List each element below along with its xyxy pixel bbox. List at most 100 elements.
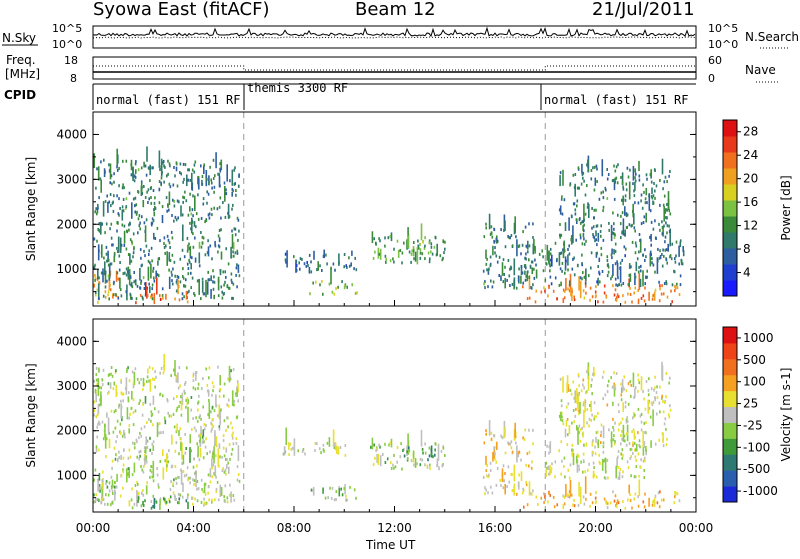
data-cell bbox=[310, 270, 313, 274]
data-cell bbox=[620, 442, 622, 446]
data-cell bbox=[615, 298, 618, 302]
data-cell bbox=[113, 446, 116, 450]
data-cell bbox=[154, 205, 156, 209]
data-cell bbox=[563, 496, 566, 499]
data-cell bbox=[412, 450, 415, 459]
data-cell bbox=[570, 238, 572, 242]
colorbar-swatch bbox=[723, 327, 737, 344]
data-cell bbox=[178, 497, 181, 501]
data-cell bbox=[97, 228, 99, 231]
data-cell bbox=[173, 204, 176, 208]
data-cell bbox=[556, 259, 558, 263]
data-cell bbox=[545, 469, 547, 478]
data-cell bbox=[209, 165, 211, 169]
data-cell bbox=[617, 403, 620, 407]
data-cell bbox=[119, 430, 121, 434]
data-cell bbox=[634, 241, 637, 245]
data-cell bbox=[590, 384, 593, 387]
data-cell bbox=[674, 495, 676, 499]
data-cell bbox=[189, 481, 191, 485]
data-cell bbox=[625, 443, 628, 447]
data-cell bbox=[317, 261, 319, 271]
data-cell bbox=[219, 484, 222, 497]
data-cell bbox=[346, 266, 348, 269]
data-cell bbox=[152, 440, 155, 444]
data-cell bbox=[306, 261, 308, 264]
data-cell bbox=[116, 419, 119, 423]
data-cell bbox=[190, 286, 192, 290]
data-cell bbox=[645, 188, 648, 196]
data-cell bbox=[581, 253, 583, 257]
data-cell bbox=[582, 459, 585, 463]
data-cell bbox=[586, 370, 588, 374]
data-cell bbox=[96, 167, 98, 171]
data-cell bbox=[299, 257, 302, 261]
data-cell bbox=[215, 152, 217, 169]
data-cell bbox=[620, 398, 623, 402]
data-cell bbox=[192, 478, 194, 482]
data-cell bbox=[344, 484, 346, 495]
data-cell bbox=[115, 440, 117, 444]
data-cell bbox=[118, 277, 120, 281]
data-cell bbox=[216, 480, 219, 484]
data-cell bbox=[618, 410, 620, 414]
data-cell bbox=[560, 440, 563, 444]
data-cell bbox=[205, 367, 207, 371]
data-cell bbox=[187, 399, 189, 404]
data-cell bbox=[122, 486, 124, 490]
data-cell bbox=[234, 251, 237, 255]
data-cell bbox=[634, 251, 637, 255]
data-cell bbox=[122, 399, 124, 403]
data-cell bbox=[191, 256, 193, 260]
data-cell bbox=[561, 419, 564, 423]
data-cell bbox=[107, 417, 110, 435]
data-cell bbox=[576, 186, 579, 190]
data-cell bbox=[217, 244, 220, 248]
data-cell bbox=[597, 300, 599, 304]
data-cell bbox=[207, 192, 210, 196]
data-cell bbox=[116, 194, 118, 198]
data-cell bbox=[194, 387, 197, 391]
data-cell bbox=[422, 451, 424, 455]
data-cell bbox=[590, 419, 592, 422]
data-cell bbox=[189, 447, 191, 463]
data-cell bbox=[371, 231, 374, 243]
data-cell bbox=[168, 276, 171, 289]
data-cell bbox=[180, 471, 183, 485]
data-cell bbox=[126, 407, 129, 420]
data-cell bbox=[212, 177, 215, 180]
data-cell bbox=[611, 385, 614, 389]
data-cell bbox=[97, 378, 100, 396]
data-cell bbox=[520, 252, 522, 256]
data-cell bbox=[564, 256, 567, 269]
data-cell bbox=[581, 172, 584, 176]
data-cell bbox=[154, 196, 156, 200]
data-cell bbox=[96, 425, 98, 429]
data-cell bbox=[595, 208, 597, 212]
data-cell bbox=[193, 292, 195, 296]
data-cell bbox=[212, 463, 215, 467]
data-cell bbox=[384, 461, 387, 464]
data-cell bbox=[591, 207, 593, 210]
data-cell bbox=[168, 191, 171, 205]
data-cell bbox=[638, 474, 640, 478]
data-cell bbox=[189, 206, 191, 210]
data-cell bbox=[148, 282, 150, 286]
data-cell bbox=[158, 422, 161, 425]
data-cell bbox=[110, 503, 112, 507]
data-cell bbox=[439, 254, 442, 258]
data-cell bbox=[548, 250, 550, 265]
data-cell bbox=[376, 453, 378, 463]
data-cell bbox=[164, 500, 167, 504]
data-cell bbox=[177, 492, 180, 496]
data-cell bbox=[606, 390, 609, 393]
data-cell bbox=[652, 227, 655, 231]
data-cell bbox=[140, 434, 142, 438]
data-cell bbox=[158, 431, 160, 435]
data-cell bbox=[203, 501, 206, 505]
data-cell bbox=[150, 506, 153, 510]
data-cell bbox=[152, 423, 154, 427]
data-cell bbox=[614, 494, 617, 498]
data-cell bbox=[590, 169, 593, 172]
